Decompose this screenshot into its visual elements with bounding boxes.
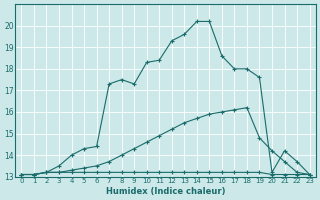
X-axis label: Humidex (Indice chaleur): Humidex (Indice chaleur) xyxy=(106,187,225,196)
